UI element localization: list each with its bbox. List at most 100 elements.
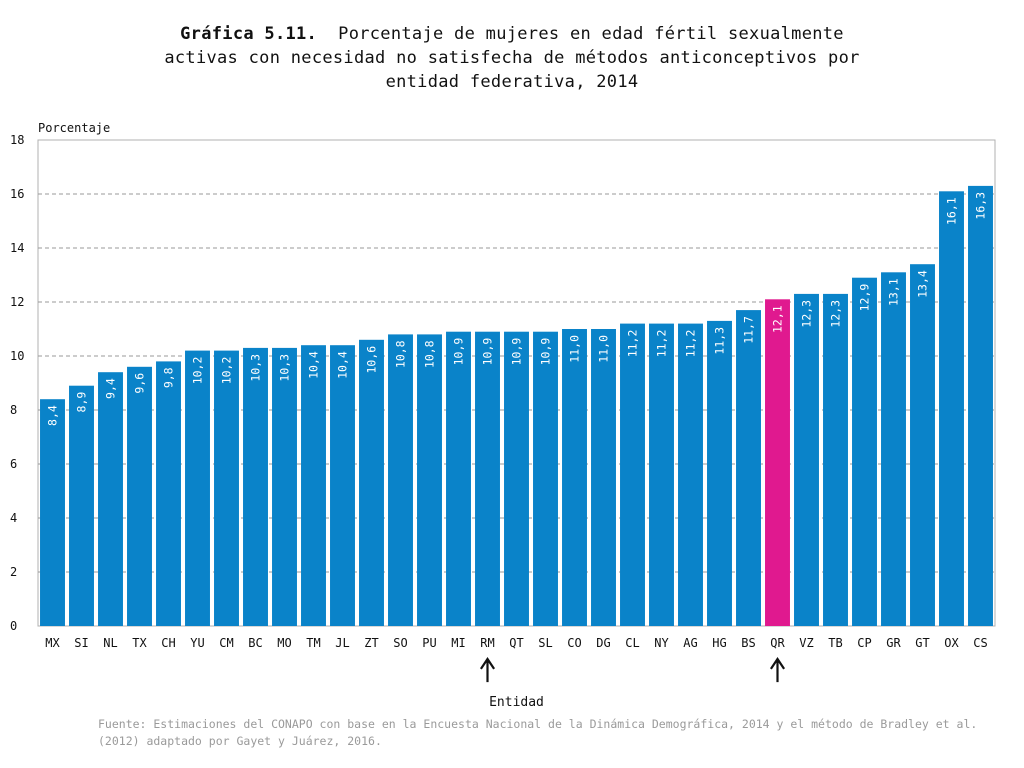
x-tick-label-SI: SI xyxy=(74,636,88,650)
y-tick-label-10: 10 xyxy=(10,349,24,363)
x-tick-label-GR: GR xyxy=(886,636,901,650)
x-tick-label-CP: CP xyxy=(857,636,871,650)
y-tick-label-18: 18 xyxy=(10,133,24,147)
x-tick-label-JL: JL xyxy=(335,636,349,650)
data-label-SI: 8,9 xyxy=(75,392,89,413)
y-tick-label-14: 14 xyxy=(10,241,24,255)
x-tick-label-CM: CM xyxy=(219,636,233,650)
bar-VZ xyxy=(794,293,819,626)
bar-CL xyxy=(620,323,645,626)
y-tick-label-8: 8 xyxy=(10,403,17,417)
data-label-MX: 8,4 xyxy=(46,405,60,426)
x-tick-label-RM: RM xyxy=(480,636,494,650)
data-label-NL: 9,4 xyxy=(104,378,118,399)
data-label-CH: 9,8 xyxy=(162,367,176,388)
bar-ZT xyxy=(359,339,384,626)
x-tick-label-QT: QT xyxy=(509,636,523,650)
x-tick-label-OX: OX xyxy=(944,636,959,650)
y-axis-label: Porcentaje xyxy=(38,121,110,135)
data-label-MO: 10,3 xyxy=(278,354,292,382)
bar-CP xyxy=(852,277,877,626)
data-label-CO: 11,0 xyxy=(568,335,582,363)
x-tick-label-QR: QR xyxy=(770,636,785,650)
bar-HG xyxy=(707,320,732,626)
data-label-OX: 16,1 xyxy=(945,197,959,225)
x-tick-label-GT: GT xyxy=(915,636,929,650)
data-label-ZT: 10,6 xyxy=(365,346,379,374)
data-label-DG: 11,0 xyxy=(597,335,611,363)
y-tick-label-4: 4 xyxy=(10,511,17,525)
bar-AG xyxy=(678,323,703,626)
data-label-PU: 10,8 xyxy=(423,340,437,368)
bar-GR xyxy=(881,272,906,626)
data-label-NY: 11,2 xyxy=(655,330,669,358)
data-label-TB: 12,3 xyxy=(829,300,843,328)
data-label-BS: 11,7 xyxy=(742,316,756,344)
data-label-GR: 13,1 xyxy=(887,278,901,306)
x-tick-label-NL: NL xyxy=(103,636,117,650)
bar-YU xyxy=(185,350,210,626)
y-tick-label-0: 0 xyxy=(10,619,17,633)
data-label-JL: 10,4 xyxy=(336,351,350,379)
x-tick-label-MO: MO xyxy=(277,636,291,650)
bar-OX xyxy=(939,191,964,627)
data-label-SO: 10,8 xyxy=(394,340,408,368)
x-tick-label-NY: NY xyxy=(654,636,669,650)
x-axis-label: Entidad xyxy=(489,695,544,710)
data-label-TM: 10,4 xyxy=(307,351,321,379)
x-tick-label-SO: SO xyxy=(393,636,407,650)
data-label-GT: 13,4 xyxy=(916,270,930,298)
x-tick-label-MI: MI xyxy=(451,636,465,650)
y-tick-label-6: 6 xyxy=(10,457,17,471)
bar-SO xyxy=(388,334,413,626)
bar-TM xyxy=(301,345,326,626)
x-tick-label-CS: CS xyxy=(973,636,987,650)
x-tick-label-HG: HG xyxy=(712,636,726,650)
bar-GT xyxy=(910,264,935,626)
data-label-CP: 12,9 xyxy=(858,284,872,312)
bar-SL xyxy=(533,331,558,626)
x-tick-label-BC: BC xyxy=(248,636,262,650)
arrow-RM xyxy=(479,657,496,683)
title-line-1: Porcentaje de mujeres en edad fértil sex… xyxy=(338,24,844,44)
bar-TB xyxy=(823,293,848,626)
x-tick-label-DG: DG xyxy=(596,636,610,650)
x-tick-label-TM: TM xyxy=(306,636,320,650)
source-note: Fuente: Estimaciones del CONAPO con base… xyxy=(98,717,978,748)
bar-BS xyxy=(736,310,761,626)
x-tick-label-CH: CH xyxy=(161,636,175,650)
title-line-2: activas con necesidad no satisfecha de m… xyxy=(164,48,860,68)
x-tick-label-MX: MX xyxy=(45,636,60,650)
bar-DG xyxy=(591,329,616,626)
bar-PU xyxy=(417,334,442,626)
x-tick-label-PU: PU xyxy=(422,636,436,650)
x-tick-label-AG: AG xyxy=(683,636,697,650)
bar-BC xyxy=(243,347,268,626)
data-label-SL: 10,9 xyxy=(539,338,553,366)
data-label-TX: 9,6 xyxy=(133,373,147,394)
chart-title: Gráfica 5.11. Porcentaje de mujeres en e… xyxy=(0,22,1024,94)
x-tick-label-TX: TX xyxy=(132,636,147,650)
y-tick-label-12: 12 xyxy=(10,295,24,309)
x-tick-label-YU: YU xyxy=(190,636,204,650)
bar-NY xyxy=(649,323,674,626)
data-label-BC: 10,3 xyxy=(249,354,263,382)
bar-RM xyxy=(475,331,500,626)
title-line-3: entidad federativa, 2014 xyxy=(385,72,639,92)
y-tick-label-16: 16 xyxy=(10,187,24,201)
bar-CM xyxy=(214,350,239,626)
bar-MO xyxy=(272,347,297,626)
bar-CH xyxy=(156,361,181,626)
bar-SI xyxy=(69,385,94,626)
bar-MX xyxy=(40,399,65,626)
bar-QT xyxy=(504,331,529,626)
data-label-CM: 10,2 xyxy=(220,357,234,385)
x-tick-label-CL: CL xyxy=(625,636,639,650)
x-tick-label-VZ: VZ xyxy=(799,636,813,650)
x-tick-label-BS: BS xyxy=(741,636,755,650)
x-tick-label-ZT: ZT xyxy=(364,636,378,650)
x-tick-label-CO: CO xyxy=(567,636,581,650)
bar-CO xyxy=(562,329,587,626)
data-label-QR: 12,1 xyxy=(771,305,785,333)
bar-MI xyxy=(446,331,471,626)
